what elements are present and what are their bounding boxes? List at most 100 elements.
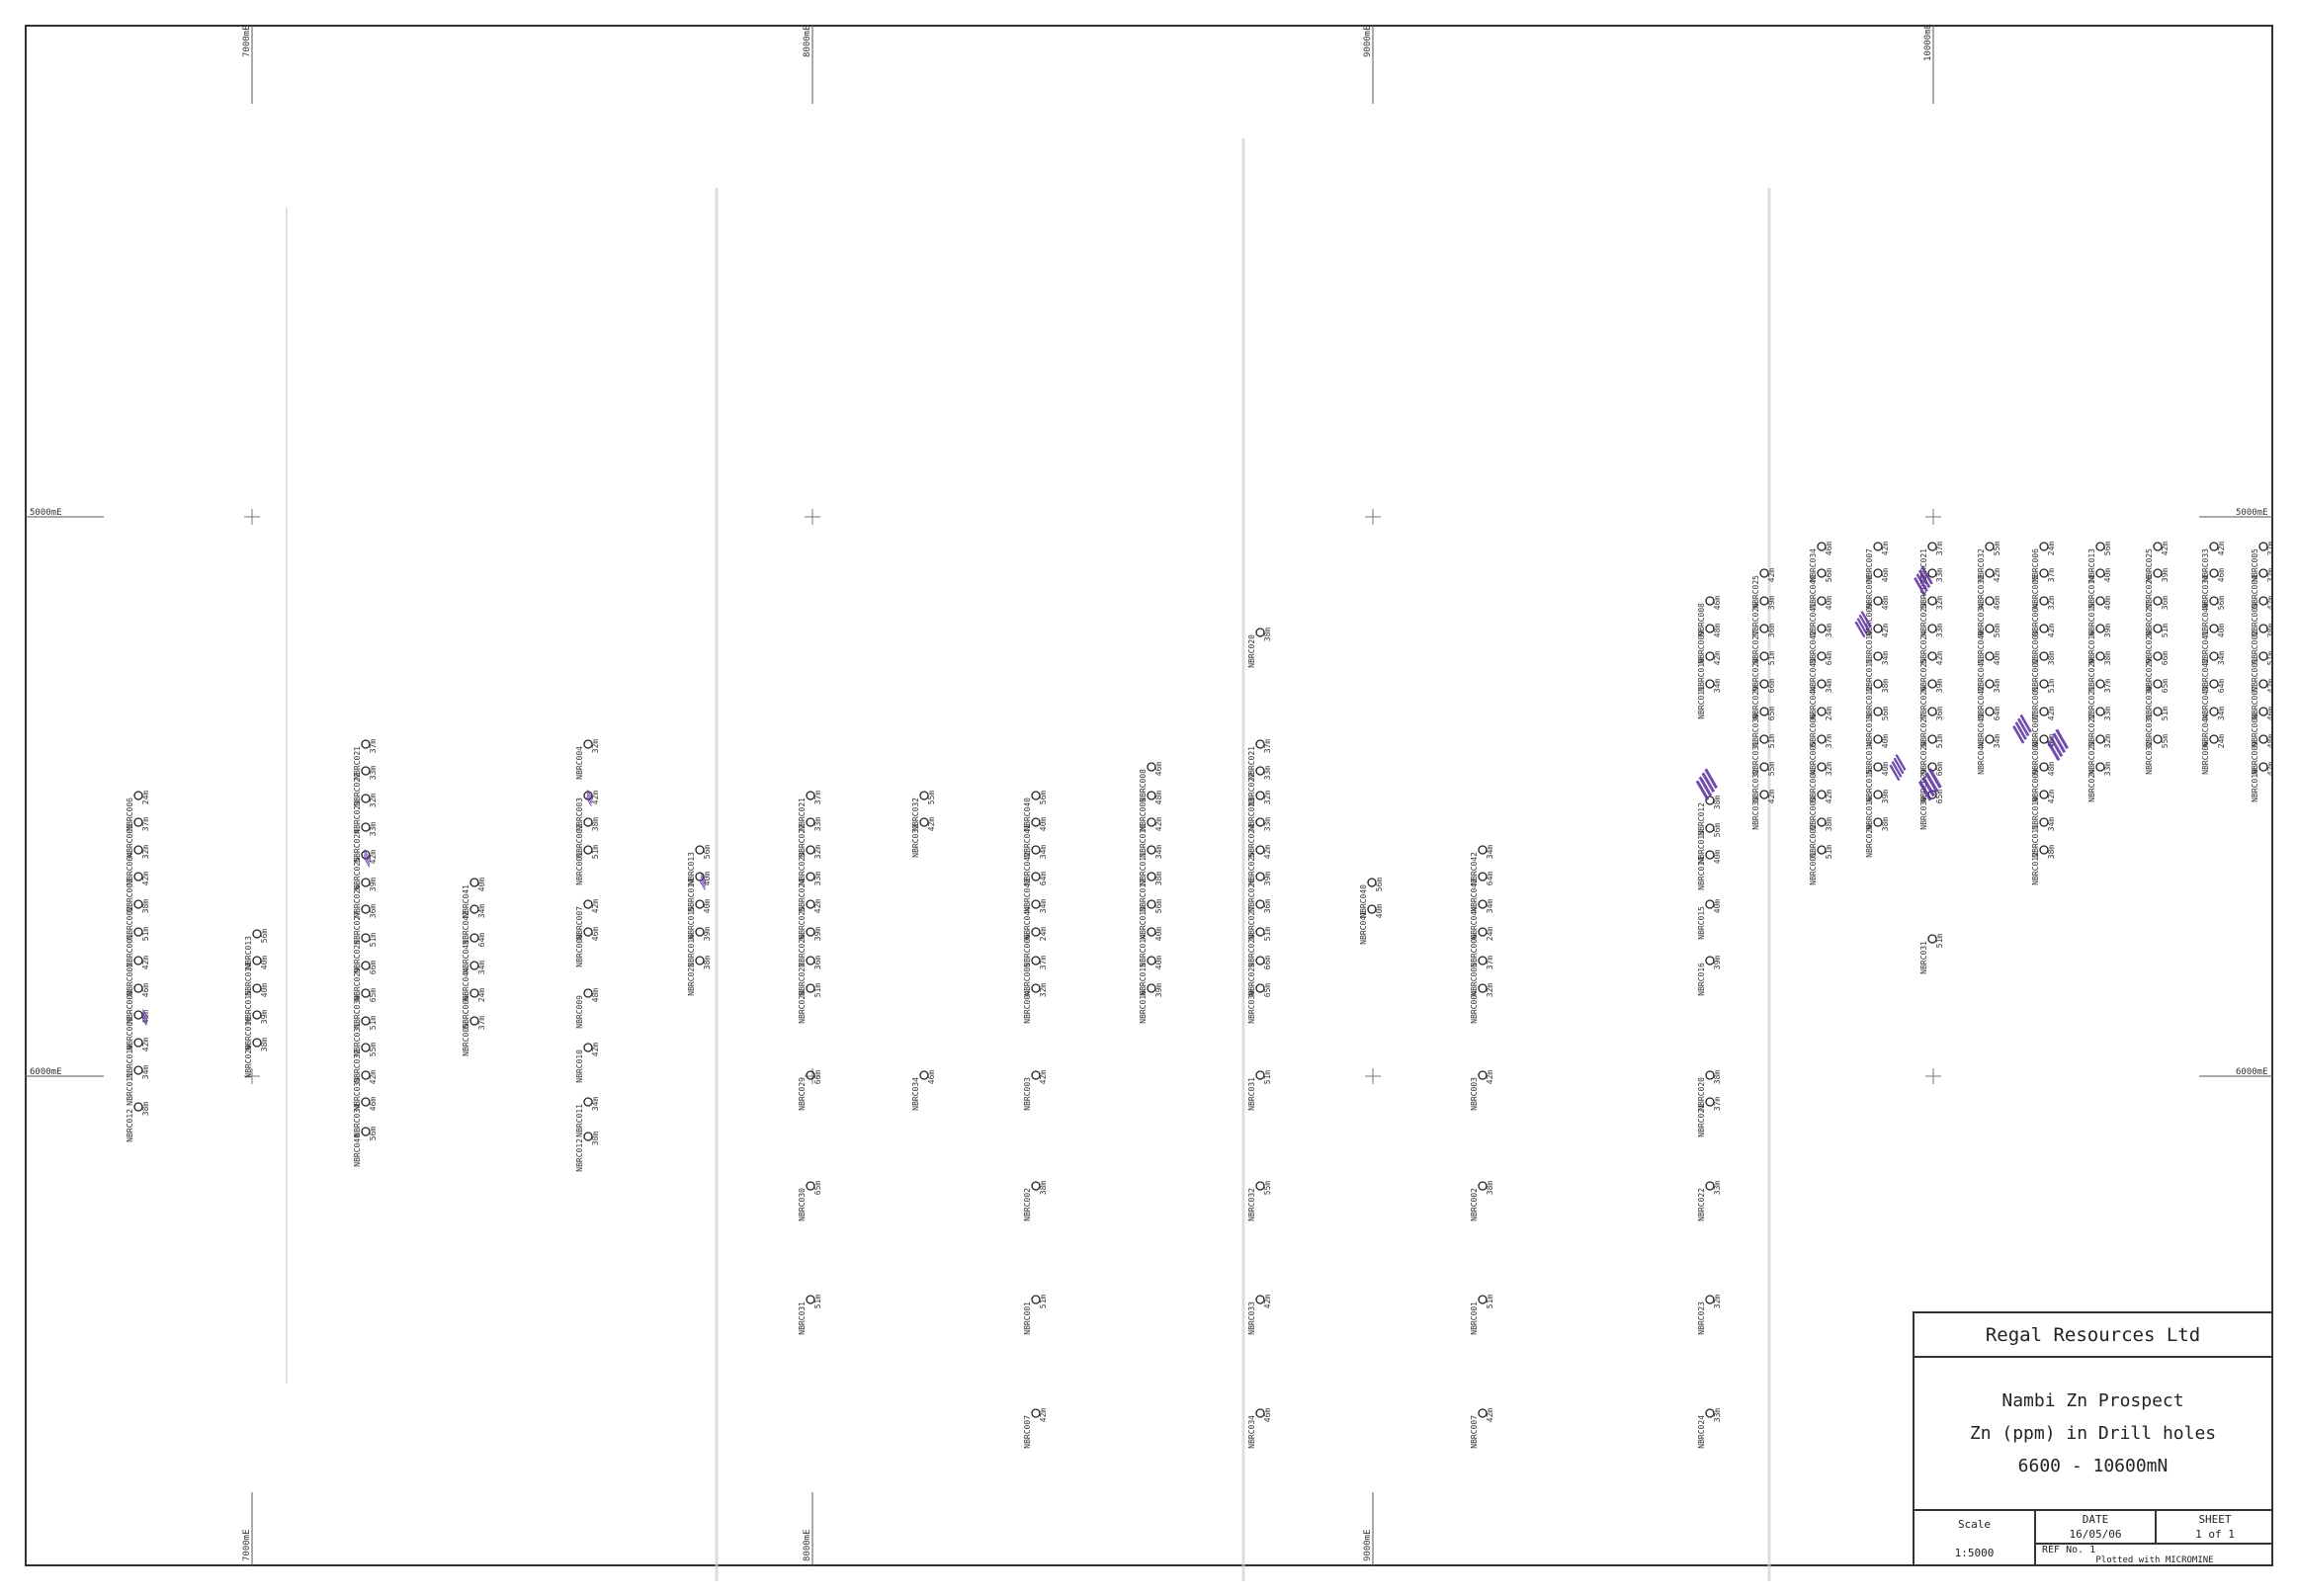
drill-hole[interactable]: NBRC022 33m (2087, 707, 2112, 747)
drill-hole[interactable]: NBRC008 46m (2251, 707, 2275, 747)
drill-hole[interactable]: NBRC030 65m (1751, 707, 1776, 747)
drill-hole[interactable]: NBRC001 51m (2031, 679, 2056, 719)
drill-hole[interactable]: NBRC011 34m (126, 1065, 150, 1106)
drill-hole[interactable]: NBRC022 33m (1697, 1181, 1722, 1221)
drill-hole[interactable]: NBRC016 39m (1865, 790, 1890, 830)
drill-hole[interactable]: NBRC015 40m (1697, 899, 1722, 940)
drill-hole[interactable]: NBRC005 37m (2031, 568, 2056, 609)
drill-hole[interactable]: NBRC004 32m (2251, 568, 2275, 609)
drill-hole[interactable]: NBRC009 48m (1139, 791, 1163, 831)
drill-hole[interactable]: NBRC004 32m (1470, 983, 1494, 1024)
drill-hole[interactable]: NBRC003 42m (1470, 1070, 1494, 1111)
drill-hole[interactable]: NBRC040 56m (353, 1127, 378, 1167)
drill-hole[interactable]: NBRC024 33m (1247, 817, 1272, 858)
drill-hole[interactable]: NBRC042 34m (462, 904, 486, 945)
drill-hole[interactable]: NBRC005 37m (1023, 956, 1048, 996)
drill-hole[interactable]: NBRC026 39m (1247, 872, 1272, 912)
drill-hole[interactable]: NBRC010 42m (1865, 624, 1890, 664)
drill-hole[interactable]: NBRC032 55m (2145, 734, 2170, 775)
drill-hole[interactable]: NBRC011 34m (2031, 817, 2056, 858)
drill-hole[interactable]: NBRC007 42m (1865, 542, 1890, 582)
drill-hole[interactable]: NBRC009 48m (1865, 596, 1890, 636)
drill-hole[interactable]: NBRC007 42m (1470, 1408, 1494, 1449)
drill-hole[interactable]: NBRC002 38m (2251, 624, 2275, 664)
drill-hole[interactable]: NBRC014 40m (1697, 850, 1722, 890)
drill-hole[interactable]: NBRC008 46m (1139, 762, 1163, 802)
drill-hole[interactable]: NBRC034 46m (1977, 596, 2001, 636)
drill-hole[interactable]: NBRC002 38m (575, 817, 600, 858)
drill-hole[interactable]: NBRC015 40m (2087, 596, 2112, 636)
drill-hole[interactable]: NBRC041 40m (2201, 624, 2226, 664)
drill-hole[interactable]: NBRC013 56m (244, 929, 269, 969)
drill-hole[interactable]: NBRC020 38m (687, 956, 712, 996)
drill-hole[interactable]: NBRC006 24m (1470, 927, 1494, 967)
drill-hole[interactable]: NBRC001 51m (1809, 845, 1833, 885)
drill-hole[interactable]: NBRC044 34m (1809, 679, 1833, 719)
drill-hole[interactable]: NBRC040 56m (1809, 568, 1833, 609)
drill-hole[interactable]: NBRC005 37m (1809, 734, 1833, 775)
drill-hole[interactable]: NBRC031 51m (2145, 707, 2170, 747)
drill-hole[interactable]: NBRC011 34m (575, 1097, 600, 1137)
drill-hole[interactable]: NBRC025 42m (1247, 845, 1272, 885)
drill-hole[interactable]: NBRC043 64m (462, 933, 486, 973)
drill-hole[interactable]: NBRC001 51m (1470, 1295, 1494, 1335)
drill-hole[interactable]: NBRC020 38m (244, 1038, 269, 1078)
drill-hole[interactable]: NBRC015 40m (1139, 956, 1163, 996)
drill-hole[interactable]: NBRC009 48m (1697, 624, 1722, 664)
drill-hole[interactable]: NBRC006 24m (462, 988, 486, 1029)
drill-hole[interactable]: NBRC026 39m (2145, 568, 2170, 609)
drill-hole[interactable]: NBRC034 46m (1809, 542, 1833, 582)
drill-hole[interactable]: NBRC003 42m (2251, 596, 2275, 636)
drill-hole[interactable]: NBRC032 55m (353, 1043, 378, 1083)
drill-hole[interactable]: NBRC008 46m (1865, 568, 1890, 609)
drill-hole[interactable]: NBRC033 42m (353, 1070, 378, 1111)
drill-hole[interactable]: NBRC029 66m (353, 961, 378, 1001)
drill-hole[interactable]: NBRC016 39m (244, 1010, 269, 1050)
drill-hole[interactable]: NBRC006 24m (126, 791, 150, 831)
drill-hole[interactable]: NBRC034 46m (353, 1097, 378, 1137)
drill-hole[interactable]: NBRC014 40m (244, 956, 269, 996)
drill-hole[interactable]: NBRC006 24m (2201, 734, 2226, 775)
drill-hole[interactable]: NBRC028 51m (798, 983, 822, 1024)
drill-hole[interactable]: NBRC010 42m (2031, 790, 2056, 830)
drill-hole[interactable]: NBRC011 34m (1697, 679, 1722, 719)
drill-hole[interactable]: NBRC034 46m (1247, 1408, 1272, 1449)
drill-hole[interactable]: NBRC011 34m (1865, 651, 1890, 692)
drill-hole[interactable]: NBRC002 38m (126, 899, 150, 940)
drill-hole[interactable]: NBRC015 40m (687, 899, 712, 940)
drill-hole[interactable]: NBRC027 36m (798, 956, 822, 996)
drill-hole[interactable]: NBRC040 56m (1023, 791, 1048, 831)
drill-hole[interactable]: NBRC001 51m (1023, 1295, 1048, 1335)
drill-hole[interactable]: NBRC040 56m (1977, 624, 2001, 664)
drill-hole[interactable]: NBRC023 32m (1697, 1295, 1722, 1335)
drill-hole[interactable]: NBRC044 34m (462, 961, 486, 1001)
drill-hole[interactable]: NBRC029 66m (798, 1070, 822, 1111)
drill-hole[interactable]: NBRC032 55m (1247, 1181, 1272, 1221)
drill-hole[interactable]: NBRC016 39m (1139, 983, 1163, 1024)
drill-hole[interactable]: NBRC032 55m (1751, 762, 1776, 802)
drill-hole[interactable]: NBRC021 37m (798, 791, 822, 831)
drill-hole[interactable]: NBRC025 42m (2145, 542, 2170, 582)
drill-hole[interactable]: NBRC003 42m (126, 872, 150, 912)
drill-hole[interactable]: NBRC027 36m (1751, 624, 1776, 664)
drill-hole[interactable]: NBRC013 56m (2087, 542, 2112, 582)
drill-hole[interactable]: NBRC003 42m (1809, 790, 1833, 830)
drill-hole[interactable]: NBRC022 33m (1247, 766, 1272, 806)
drill-hole[interactable]: NBRC030 65m (1247, 983, 1272, 1024)
drill-hole[interactable]: NBRC026 39m (1919, 679, 1944, 719)
drill-hole[interactable]: NBRC033 42m (2201, 542, 2226, 582)
drill-hole[interactable]: NBRC042 34m (1809, 624, 1833, 664)
drill-hole[interactable]: NBRC008 46m (575, 927, 600, 967)
drill-hole[interactable]: NBRC012 38m (1139, 872, 1163, 912)
drill-hole[interactable]: NBRC043 64m (1470, 872, 1494, 912)
drill-hole[interactable]: NBRC031 51m (353, 1016, 378, 1056)
drill-hole[interactable]: NBRC027 36m (353, 904, 378, 945)
drill-hole[interactable]: NBRC012 38m (1697, 796, 1722, 836)
drill-hole[interactable]: NBRC009 48m (2031, 762, 2056, 802)
drill-hole[interactable]: NBRC008 46m (126, 983, 150, 1024)
drill-hole[interactable]: NBRC022 33m (353, 766, 378, 806)
drill-hole[interactable]: NBRC031 51m (1919, 934, 1944, 974)
drill-hole[interactable]: NBRC013 56m (1139, 899, 1163, 940)
drill-hole[interactable]: NBRC044 34m (1023, 899, 1048, 940)
drill-hole[interactable]: NBRC032 55m (911, 791, 936, 831)
